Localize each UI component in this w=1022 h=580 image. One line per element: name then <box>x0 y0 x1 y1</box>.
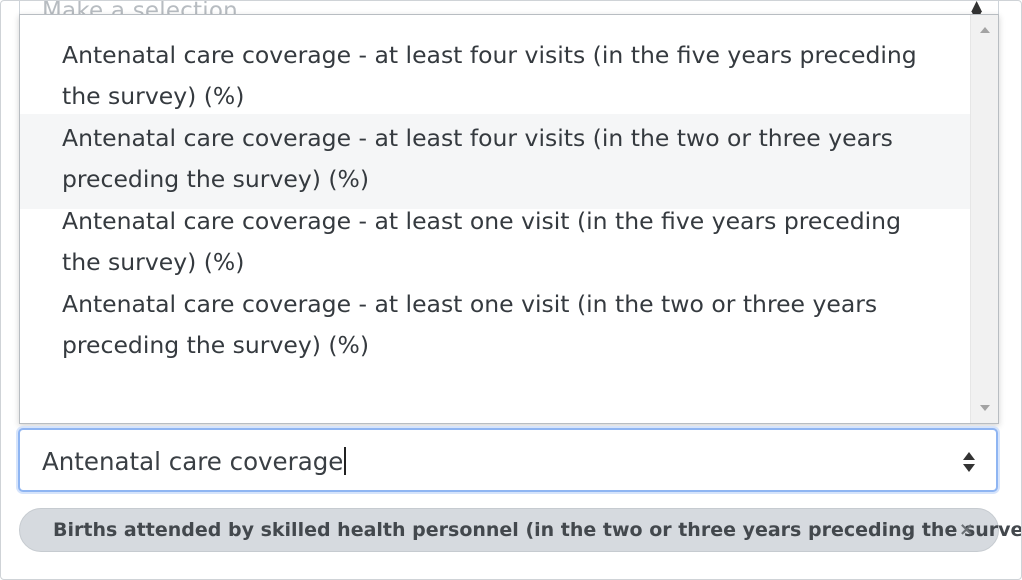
search-input[interactable]: Antenatal care coverage <box>18 428 998 492</box>
dropdown-option[interactable]: Antenatal care coverage - at least four … <box>20 31 970 126</box>
option-label: Antenatal care coverage - at least four … <box>62 124 893 193</box>
scroll-down-icon[interactable] <box>980 405 990 411</box>
dropdown-option[interactable]: Antenatal care coverage - at least four … <box>20 114 970 209</box>
text-caret <box>344 447 346 475</box>
dropdown-scrollbar[interactable] <box>970 15 998 423</box>
option-label: Antenatal care coverage - at least four … <box>62 41 917 110</box>
chip-label: Births attended by skilled health person… <box>53 519 1022 541</box>
option-label: Antenatal care coverage - at least one v… <box>62 207 901 276</box>
options-dropdown: Antenatal care coverage - at least four … <box>19 14 999 424</box>
dropdown-option[interactable]: Antenatal care coverage - at least one v… <box>20 280 970 375</box>
sort-arrows-icon[interactable] <box>962 452 976 472</box>
option-label: Antenatal care coverage - at least one v… <box>62 290 878 359</box>
search-input-value[interactable]: Antenatal care coverage <box>42 447 346 476</box>
scroll-up-icon[interactable] <box>980 27 990 33</box>
options-list: Antenatal care coverage - at least four … <box>20 31 970 375</box>
dropdown-option[interactable]: Antenatal care coverage - at least one v… <box>20 197 970 292</box>
selected-chip: Births attended by skilled health person… <box>19 508 1021 552</box>
close-icon[interactable]: × <box>958 519 974 540</box>
